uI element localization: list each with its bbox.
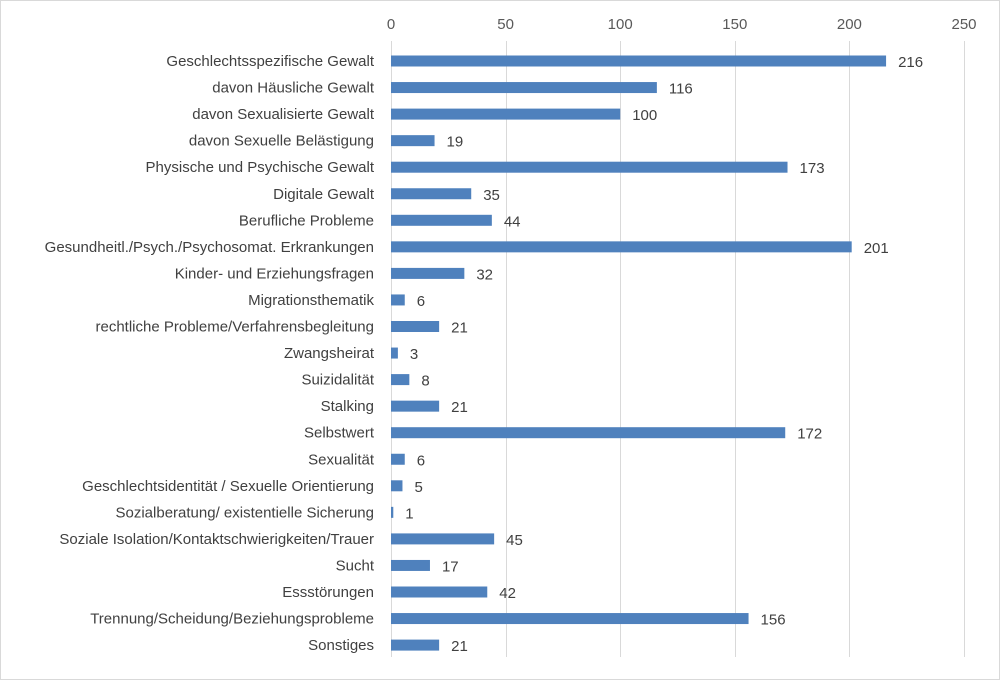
bar (391, 453, 405, 465)
data-label: 21 (451, 320, 468, 337)
category-label: Physische und Psychische Gewalt (146, 159, 375, 176)
data-label: 21 (451, 638, 468, 655)
bar (391, 82, 657, 94)
bar (391, 347, 398, 359)
data-label: 45 (506, 532, 523, 549)
x-axis-ticks: 0 50 100 150 200 250 (387, 16, 977, 33)
data-label: 35 (483, 187, 500, 204)
bar (391, 400, 440, 412)
data-label: 32 (476, 266, 493, 283)
category-label: Selbstwert (304, 425, 375, 442)
bar (391, 586, 488, 598)
bar (391, 427, 786, 439)
category-label: Sexualität (308, 451, 375, 468)
bar (391, 161, 788, 173)
x-tick-label: 250 (951, 16, 976, 33)
category-label: Soziale Isolation/Kontaktschwierigkeiten… (59, 531, 374, 548)
bar (391, 559, 430, 571)
x-tick-label: 50 (497, 16, 514, 33)
bar (391, 506, 394, 518)
bar (391, 108, 621, 120)
data-label: 21 (451, 399, 468, 416)
category-label: Migrationsthematik (248, 292, 374, 309)
category-label: Essstörungen (282, 584, 374, 601)
x-tick-label: 200 (837, 16, 862, 33)
data-label: 116 (669, 81, 693, 98)
bar (391, 321, 440, 332)
data-label: 44 (504, 213, 521, 230)
data-label: 3 (410, 346, 418, 363)
data-label: 1 (405, 505, 413, 522)
bar (391, 613, 749, 625)
bar (391, 294, 405, 306)
category-label: davon Sexualisierte Gewalt (192, 106, 375, 123)
data-label: 5 (414, 479, 422, 496)
category-labels: Geschlechtsspezifische Gewalt davon Häusl… (45, 53, 375, 654)
bar (391, 267, 465, 279)
x-tick-label: 150 (722, 16, 747, 33)
data-label: 201 (864, 240, 889, 257)
data-label: 8 (421, 373, 429, 390)
data-label: 19 (447, 134, 464, 151)
category-label: Sucht (336, 557, 375, 574)
bar (391, 188, 472, 200)
bar (391, 639, 440, 651)
bar (391, 241, 852, 253)
data-label: 173 (800, 160, 825, 177)
category-label: Geschlechtsspezifische Gewalt (166, 53, 374, 70)
data-label: 216 (898, 54, 923, 71)
category-label: Digitale Gewalt (273, 186, 375, 203)
data-label: 6 (417, 293, 425, 310)
category-label: Sozialberatung/ existentielle Sicherung (116, 504, 375, 521)
category-label: Gesundheitl./Psych./Psychosomat. Erkrank… (45, 239, 374, 256)
category-label: Sonstiges (308, 637, 374, 654)
category-label: Trennung/Scheidung/Beziehungsprobleme (90, 611, 374, 628)
x-tick-label: 0 (387, 16, 395, 33)
category-label: Suizidalität (301, 372, 374, 389)
x-tick-label: 100 (608, 16, 633, 33)
category-label: Kinder- und Erziehungsfragen (175, 265, 374, 282)
bar (391, 533, 495, 545)
bar (391, 374, 410, 386)
category-label: rechtliche Probleme/Verfahrensbegleitung (95, 319, 374, 336)
data-label: 17 (442, 558, 459, 575)
category-label: Zwangsheirat (284, 345, 375, 362)
data-label: 156 (761, 612, 786, 629)
bar (391, 214, 492, 226)
category-label: Berufliche Probleme (239, 212, 374, 229)
data-label: 6 (417, 452, 425, 469)
category-label: davon Häusliche Gewalt (212, 80, 375, 97)
data-label: 100 (632, 107, 657, 124)
bar (391, 55, 887, 67)
data-label: 172 (797, 426, 822, 443)
bar (391, 135, 435, 147)
gridlines (391, 41, 965, 657)
category-label: davon Sexuelle Belästigung (189, 133, 374, 150)
data-label: 42 (499, 585, 516, 602)
category-label: Geschlechtsidentität / Sexuelle Orientie… (82, 478, 374, 495)
category-label: Stalking (321, 398, 374, 415)
bar (391, 480, 403, 492)
bars (391, 55, 887, 651)
